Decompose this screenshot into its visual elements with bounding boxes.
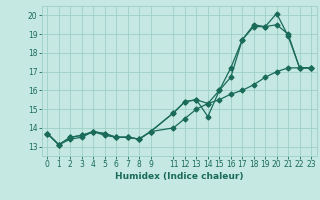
X-axis label: Humidex (Indice chaleur): Humidex (Indice chaleur) [115, 172, 244, 181]
